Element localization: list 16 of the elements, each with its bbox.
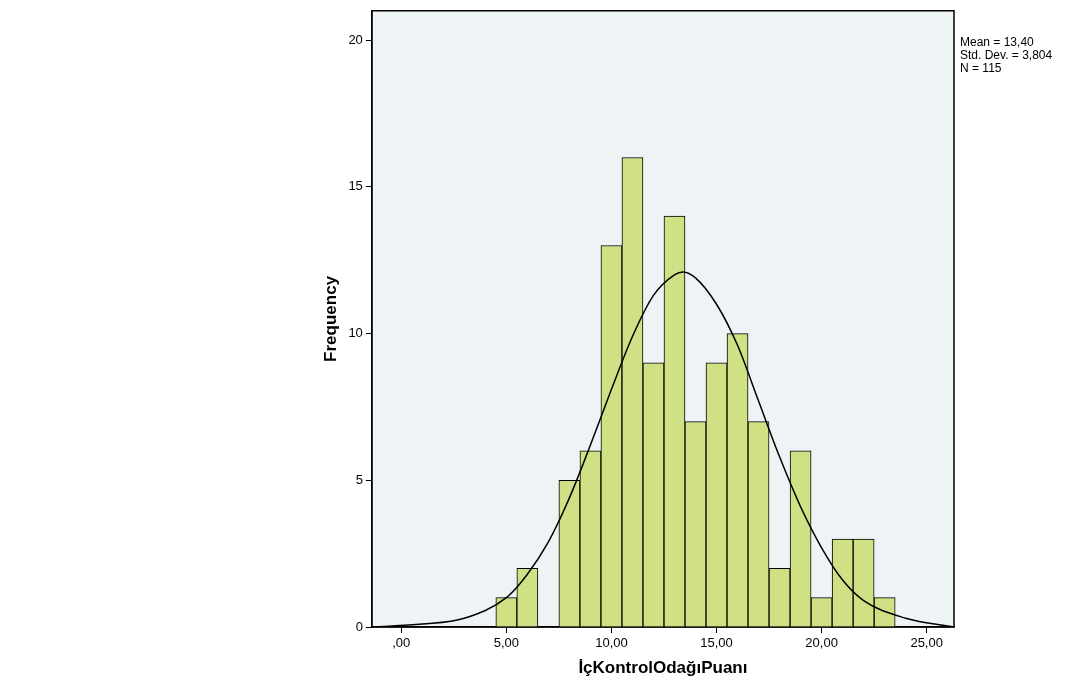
text: N = 115 — [960, 61, 1003, 75]
y-tick-label: 5 — [355, 471, 363, 487]
y-axis-title: Frequency — [320, 275, 340, 362]
text: Std. Dev. = 3,804 — [960, 48, 1053, 62]
y-tick-label: 15 — [348, 178, 363, 194]
x-axis-title: İçKontrolOdağıPuanı — [578, 658, 748, 678]
text: Mean = 13,40 — [960, 35, 1035, 49]
y-tick-label: 10 — [348, 325, 363, 341]
x-tick-label: 5,00 — [493, 635, 520, 651]
x-tick-label: 25,00 — [910, 635, 943, 651]
x-tick-label: ,00 — [392, 635, 411, 651]
x-tick-label: 10,00 — [595, 635, 628, 651]
y-tick-label: 0 — [355, 618, 363, 634]
x-tick-label: 15,00 — [700, 635, 733, 651]
x-tick-label: 20,00 — [805, 635, 838, 651]
y-tick-label: 20 — [348, 31, 363, 47]
